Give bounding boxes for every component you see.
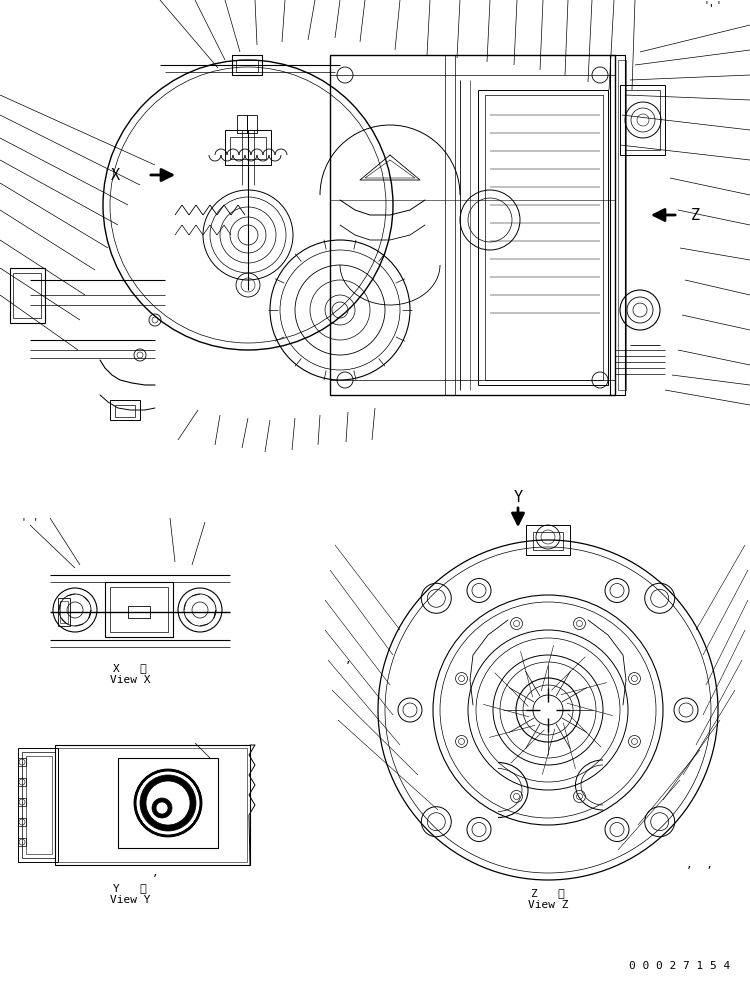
Text: Z   視: Z 視 <box>531 888 565 898</box>
Bar <box>58 598 70 626</box>
Bar <box>10 268 45 323</box>
Bar <box>610 55 625 395</box>
Bar <box>105 582 173 637</box>
Bar <box>60 601 68 623</box>
Bar <box>18 818 26 826</box>
Bar <box>225 130 271 165</box>
Bar <box>118 758 218 848</box>
Circle shape <box>140 775 196 831</box>
Text: X: X <box>110 168 119 182</box>
Bar <box>620 85 665 155</box>
Text: 0 0 0 2 7 1 5 4: 0 0 0 2 7 1 5 4 <box>629 961 730 971</box>
Bar <box>115 405 135 417</box>
Bar <box>110 400 140 420</box>
Text: Y   視: Y 視 <box>113 883 147 893</box>
Text: X   視: X 視 <box>113 663 147 673</box>
Bar <box>18 758 26 766</box>
Text: View Y: View Y <box>110 895 150 905</box>
Circle shape <box>152 798 172 818</box>
Bar <box>18 748 58 862</box>
Bar <box>330 55 615 395</box>
Text: View Z: View Z <box>528 900 568 910</box>
Text: ': ' <box>706 3 713 13</box>
Bar <box>236 60 258 72</box>
Bar <box>26 756 52 854</box>
Bar <box>58 748 247 862</box>
Bar <box>618 60 626 390</box>
Bar <box>18 778 26 786</box>
Bar <box>110 587 168 632</box>
Circle shape <box>135 770 201 836</box>
Circle shape <box>146 781 190 825</box>
Bar <box>526 525 570 555</box>
Text: ,: , <box>152 868 158 878</box>
Bar <box>247 115 257 133</box>
Bar <box>128 606 150 618</box>
Bar <box>18 838 26 846</box>
Bar <box>533 532 563 550</box>
Bar <box>22 752 55 858</box>
Circle shape <box>156 802 168 814</box>
Text: ': ' <box>715 0 721 10</box>
Bar <box>230 137 266 159</box>
Bar <box>232 55 262 75</box>
Bar <box>55 745 250 865</box>
Text: View X: View X <box>110 675 150 685</box>
Text: Z: Z <box>691 208 700 223</box>
Bar <box>478 90 608 385</box>
Text: ,: , <box>344 655 351 665</box>
Bar <box>625 90 660 150</box>
Text: ,  ,: , , <box>686 860 713 870</box>
Bar <box>13 273 41 318</box>
Bar <box>18 798 26 806</box>
Text: Y: Y <box>514 490 523 505</box>
Bar <box>485 95 603 380</box>
Bar <box>237 115 247 133</box>
Text: ' ': ' ' <box>21 518 39 528</box>
Text: ': ' <box>703 0 709 10</box>
